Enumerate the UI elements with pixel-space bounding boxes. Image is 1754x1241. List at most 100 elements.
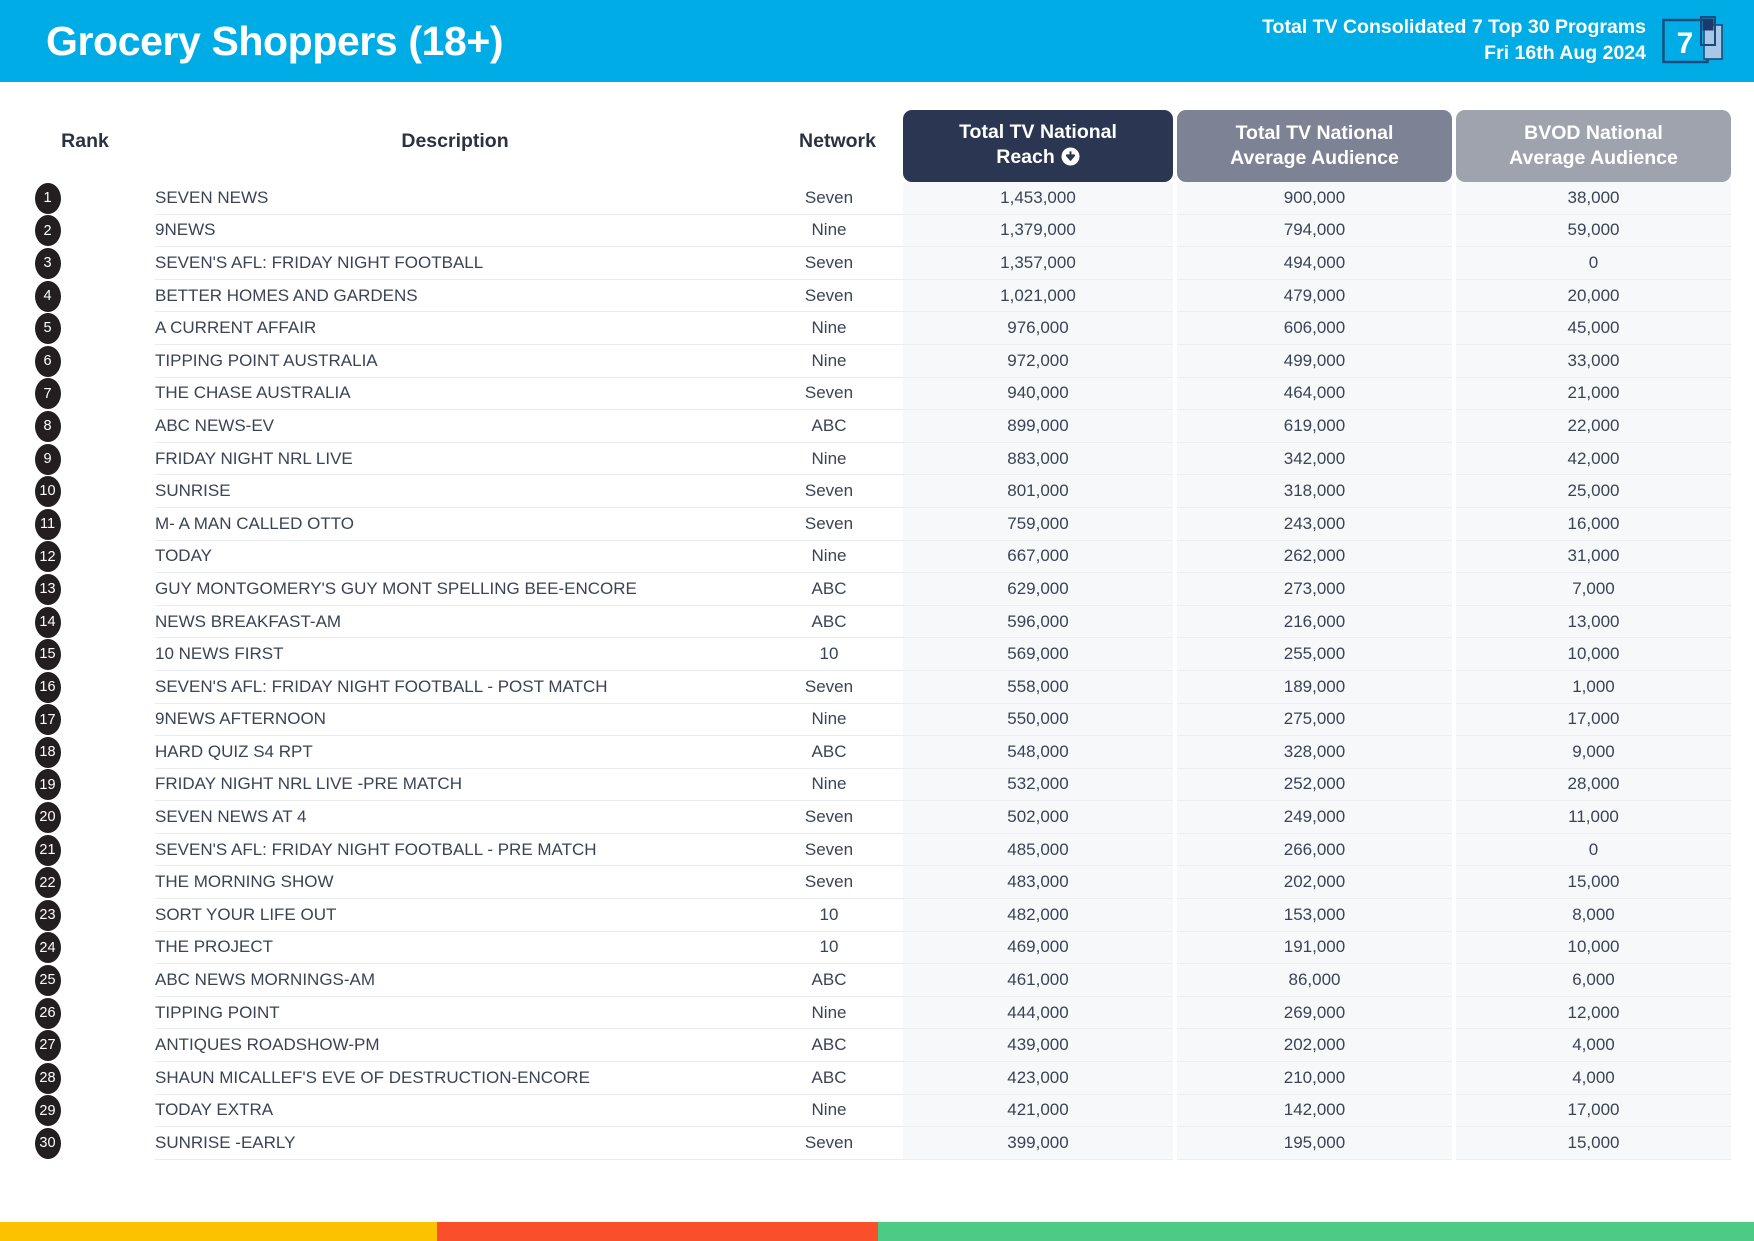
cell-total-tv-national-reach: 532,000	[903, 768, 1173, 802]
table-row[interactable]: 17 9NEWS AFTERNOON Nine 550,000 275,000 17,00…	[0, 703, 1754, 737]
table-row[interactable]: 13 GUY MONTGOMERY'S GUY MONT SPELLING BEE…	[0, 573, 1754, 606]
cell-rank: 20	[0, 801, 155, 834]
cell-total-tv-national-reach: 972,000	[903, 344, 1173, 378]
rank-badge: 10	[34, 476, 61, 508]
table-row[interactable]: 10 SUNRISE Seven 801,000 318,000 25,000	[0, 475, 1754, 508]
table-row[interactable]: 20 SEVEN NEWS AT 4 Seven 502,000 249,000 11,0…	[0, 801, 1754, 834]
cell-total-tv-national-average-audience: 342,000	[1177, 442, 1452, 476]
table-row[interactable]: 2 9NEWS Nine 1,379,000 794,000 59,000	[0, 214, 1754, 248]
rank-badge: 13	[34, 573, 61, 605]
table-row[interactable]: 27 ANTIQUES ROADSHOW-PM ABC 439,000 202,000 4…	[0, 1029, 1754, 1063]
table-row[interactable]: 1 SEVEN NEWS Seven 1,453,000 900,000 38,000	[0, 182, 1754, 215]
cell-rank: 1	[0, 182, 155, 215]
table-row[interactable]: 12 TODAY Nine 667,000 262,000 31,000	[0, 540, 1754, 574]
table-row[interactable]: 28 SHAUN MICALLEF'S EVE OF DESTRUCTION-EN…	[0, 1062, 1754, 1095]
cell-bvod-national-average-audience: 42,000	[1456, 442, 1731, 476]
cell-rank: 26	[0, 997, 155, 1030]
cell-rank: 2	[0, 215, 155, 248]
cell-rank: 12	[0, 541, 155, 574]
cell-total-tv-national-average-audience: 900,000	[1177, 182, 1452, 215]
table-row[interactable]: 14 NEWS BREAKFAST-AM ABC 596,000 216,000 13,0…	[0, 605, 1754, 639]
cell-description: ABC NEWS MORNINGS-AM	[155, 964, 755, 997]
cell-bvod-national-average-audience: 8,000	[1456, 899, 1731, 932]
cell-description: FRIDAY NIGHT NRL LIVE	[155, 443, 755, 476]
header-meta: Total TV Consolidated 7 Top 30 Programs …	[1262, 15, 1646, 66]
cell-bvod-national-average-audience: 45,000	[1456, 312, 1731, 345]
reach-header-line1: Total TV National	[959, 120, 1117, 143]
table-row[interactable]: 21 SEVEN'S AFL: FRIDAY NIGHT FOOTBALL - P…	[0, 833, 1754, 867]
footer-segment-green	[878, 1222, 1754, 1241]
cell-network: ABC	[755, 410, 903, 443]
rank-badge: 20	[34, 802, 61, 834]
table-row[interactable]: 6 TIPPING POINT AUSTRALIA Nine 972,000 499,0…	[0, 344, 1754, 378]
table-row[interactable]: 18 HARD QUIZ S4 RPT ABC 548,000 328,000 9,000	[0, 736, 1754, 769]
cell-total-tv-national-average-audience: 255,000	[1177, 638, 1452, 671]
table-row[interactable]: 24 THE PROJECT 10 469,000 191,000 10,000	[0, 931, 1754, 965]
table-row[interactable]: 19 FRIDAY NIGHT NRL LIVE -PRE MATCH Nine 53…	[0, 768, 1754, 802]
cell-description: SUNRISE -EARLY	[155, 1127, 755, 1160]
sort-descending-icon[interactable]	[1061, 147, 1080, 173]
cell-rank: 5	[0, 312, 155, 345]
table-row[interactable]: 25 ABC NEWS MORNINGS-AM ABC 461,000 86,000 6,…	[0, 964, 1754, 997]
cell-total-tv-national-reach: 485,000	[903, 833, 1173, 867]
cell-rank: 11	[0, 508, 155, 541]
table-row[interactable]: 15 10 NEWS FIRST 10 569,000 255,000 10,000	[0, 638, 1754, 671]
table-row[interactable]: 23 SORT YOUR LIFE OUT 10 482,000 153,000 8,00…	[0, 899, 1754, 932]
cell-bvod-national-average-audience: 21,000	[1456, 377, 1731, 411]
footer-color-bar	[0, 1222, 1754, 1241]
cell-description: 9NEWS AFTERNOON	[155, 704, 755, 737]
table-row[interactable]: 7 THE CHASE AUSTRALIA Seven 940,000 464,000 2…	[0, 377, 1754, 411]
table-row[interactable]: 11 M- A MAN CALLED OTTO Seven 759,000 243,00…	[0, 507, 1754, 541]
cell-bvod-national-average-audience: 33,000	[1456, 344, 1731, 378]
table-row[interactable]: 4 BETTER HOMES AND GARDENS Seven 1,021,000 4…	[0, 279, 1754, 313]
cell-description: ABC NEWS-EV	[155, 410, 755, 443]
table-row[interactable]: 29 TODAY EXTRA Nine 421,000 142,000 17,000	[0, 1094, 1754, 1128]
cell-rank: 27	[0, 1029, 155, 1062]
cell-bvod-national-average-audience: 17,000	[1456, 703, 1731, 737]
footer-segment-orange	[437, 1222, 878, 1241]
rank-badge: 12	[34, 541, 61, 573]
cell-total-tv-national-average-audience: 243,000	[1177, 507, 1452, 541]
table-row[interactable]: 3 SEVEN'S AFL: FRIDAY NIGHT FOOTBALL Seven…	[0, 247, 1754, 280]
column-header-total-tv-national-reach[interactable]: Total TV National Reach	[903, 110, 1173, 182]
cell-network: 10	[755, 638, 903, 671]
table-row[interactable]: 8 ABC NEWS-EV ABC 899,000 619,000 22,000	[0, 410, 1754, 443]
column-header-total-tv-national-average-audience[interactable]: Total TV National Average Audience	[1177, 110, 1452, 182]
cell-total-tv-national-reach: 423,000	[903, 1062, 1173, 1095]
cell-description: THE PROJECT	[155, 932, 755, 965]
cell-rank: 28	[0, 1062, 155, 1095]
rank-badge: 3	[34, 247, 61, 279]
cell-description: M- A MAN CALLED OTTO	[155, 508, 755, 541]
cell-rank: 22	[0, 866, 155, 899]
cell-description: SORT YOUR LIFE OUT	[155, 899, 755, 932]
cell-total-tv-national-reach: 1,379,000	[903, 214, 1173, 248]
cell-total-tv-national-reach: 940,000	[903, 377, 1173, 411]
cell-network: Nine	[755, 541, 903, 574]
cell-description: FRIDAY NIGHT NRL LIVE -PRE MATCH	[155, 769, 755, 802]
column-header-bvod-national-average-audience[interactable]: BVOD National Average Audience	[1456, 110, 1731, 182]
cell-total-tv-national-average-audience: 142,000	[1177, 1094, 1452, 1128]
cell-rank: 15	[0, 638, 155, 671]
cell-total-tv-national-average-audience: 262,000	[1177, 540, 1452, 574]
rank-badge: 6	[34, 345, 61, 377]
cell-network: ABC	[755, 736, 903, 769]
cell-network: Nine	[755, 345, 903, 378]
cell-network: Seven	[755, 834, 903, 867]
cell-description: A CURRENT AFFAIR	[155, 312, 755, 345]
table-row[interactable]: 22 THE MORNING SHOW Seven 483,000 202,000 15,…	[0, 866, 1754, 900]
table-row[interactable]: 16 SEVEN'S AFL: FRIDAY NIGHT FOOTBALL - P…	[0, 670, 1754, 704]
cell-total-tv-national-average-audience: 189,000	[1177, 670, 1452, 704]
table-row[interactable]: 30 SUNRISE -EARLY Seven 399,000 195,000 15,00…	[0, 1127, 1754, 1160]
cell-total-tv-national-reach: 558,000	[903, 670, 1173, 704]
cell-bvod-national-average-audience: 4,000	[1456, 1029, 1731, 1063]
table-row[interactable]: 9 FRIDAY NIGHT NRL LIVE Nine 883,000 342,000…	[0, 442, 1754, 476]
cell-rank: 18	[0, 736, 155, 769]
cell-bvod-national-average-audience: 4,000	[1456, 1062, 1731, 1095]
table-row[interactable]: 26 TIPPING POINT Nine 444,000 269,000 12,000	[0, 996, 1754, 1030]
page-title: Grocery Shoppers (18+)	[46, 17, 504, 64]
rank-badge: 25	[34, 965, 61, 997]
rank-badge: 15	[34, 639, 61, 671]
rank-badge: 14	[34, 606, 61, 638]
rank-badge: 18	[34, 736, 61, 768]
table-row[interactable]: 5 A CURRENT AFFAIR Nine 976,000 606,000 45,00…	[0, 312, 1754, 345]
